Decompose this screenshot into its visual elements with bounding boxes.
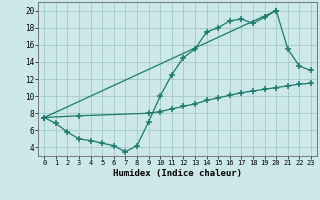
X-axis label: Humidex (Indice chaleur): Humidex (Indice chaleur): [113, 169, 242, 178]
